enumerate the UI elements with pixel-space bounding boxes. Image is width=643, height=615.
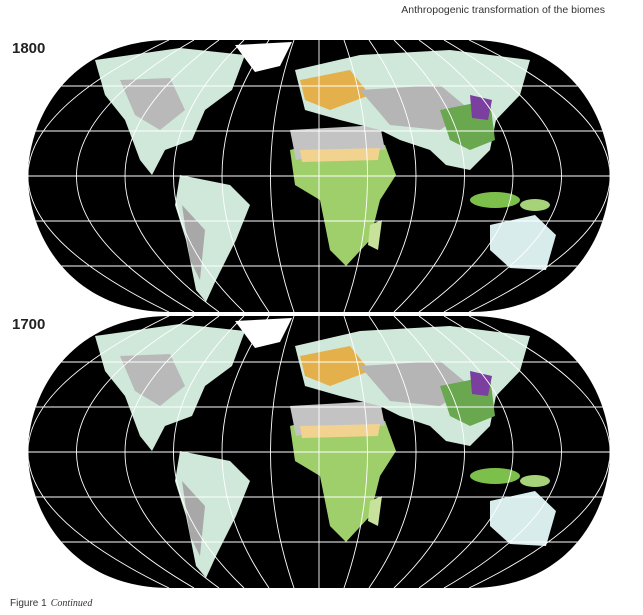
map-1700	[28, 316, 610, 588]
map-1800	[28, 40, 610, 312]
caption-label: Figure 1	[10, 598, 47, 609]
graticule	[28, 40, 610, 312]
header-title: Anthropogenic transformation of the biom…	[401, 4, 605, 16]
map-label: 1800	[12, 40, 46, 57]
graticule	[28, 316, 610, 588]
map-label: 1700	[12, 316, 46, 333]
caption-note: Continued	[50, 598, 93, 609]
caption: Figure 1 Continued	[10, 598, 92, 609]
